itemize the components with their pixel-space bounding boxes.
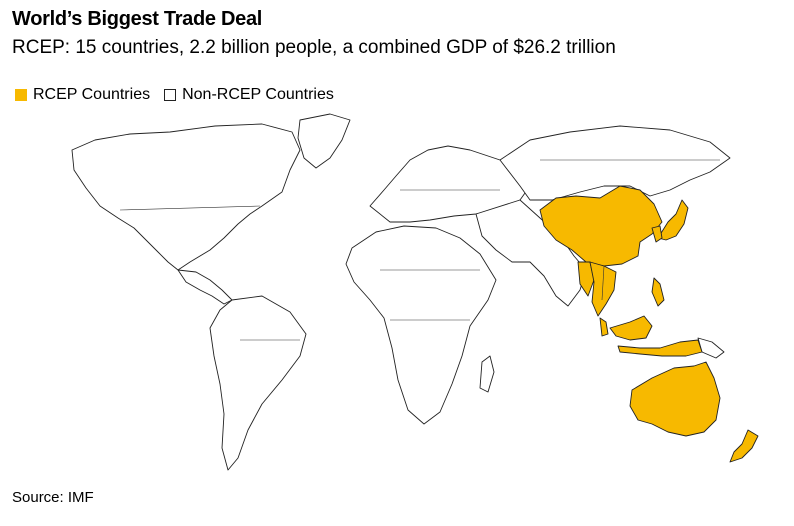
legend-swatch-rcep [15, 89, 27, 101]
country-myanmar [577, 261, 595, 297]
legend-item-rcep: RCEP Countries [15, 86, 150, 104]
north-america [71, 123, 301, 271]
chart-title: World’s Biggest Trade Deal [12, 8, 263, 30]
country-indonesia [609, 315, 653, 341]
legend-label-non-rcep: Non-RCEP Countries [182, 86, 334, 103]
greenland [297, 113, 351, 169]
africa [345, 225, 497, 425]
madagascar [479, 355, 495, 393]
chart-subtitle: RCEP: 15 countries, 2.2 billion people, … [12, 37, 616, 58]
interior-borders [119, 159, 720, 341]
south-america [209, 295, 307, 471]
rcep-land [539, 185, 759, 463]
non-rcep-land [71, 113, 731, 471]
legend-label-rcep: RCEP Countries [33, 86, 151, 103]
country-australia [629, 361, 721, 437]
country-malaysia [599, 317, 609, 337]
country-indochina [589, 261, 617, 317]
legend: RCEP Countries Non-RCEP Countries [15, 86, 348, 104]
russia-central-asia [499, 125, 731, 201]
papua-new-guinea [697, 337, 725, 359]
country-new-zealand [729, 429, 759, 463]
country-china [539, 185, 663, 267]
legend-item-non-rcep: Non-RCEP Countries [164, 86, 334, 104]
country-indonesia-east [617, 339, 703, 357]
country-japan [657, 199, 689, 241]
source-note: Source: IMF [12, 489, 94, 506]
legend-swatch-non-rcep [164, 89, 177, 101]
country-philippines [651, 277, 665, 307]
central-america [177, 269, 233, 305]
country-south-korea [651, 225, 663, 243]
world-map [71, 113, 759, 471]
